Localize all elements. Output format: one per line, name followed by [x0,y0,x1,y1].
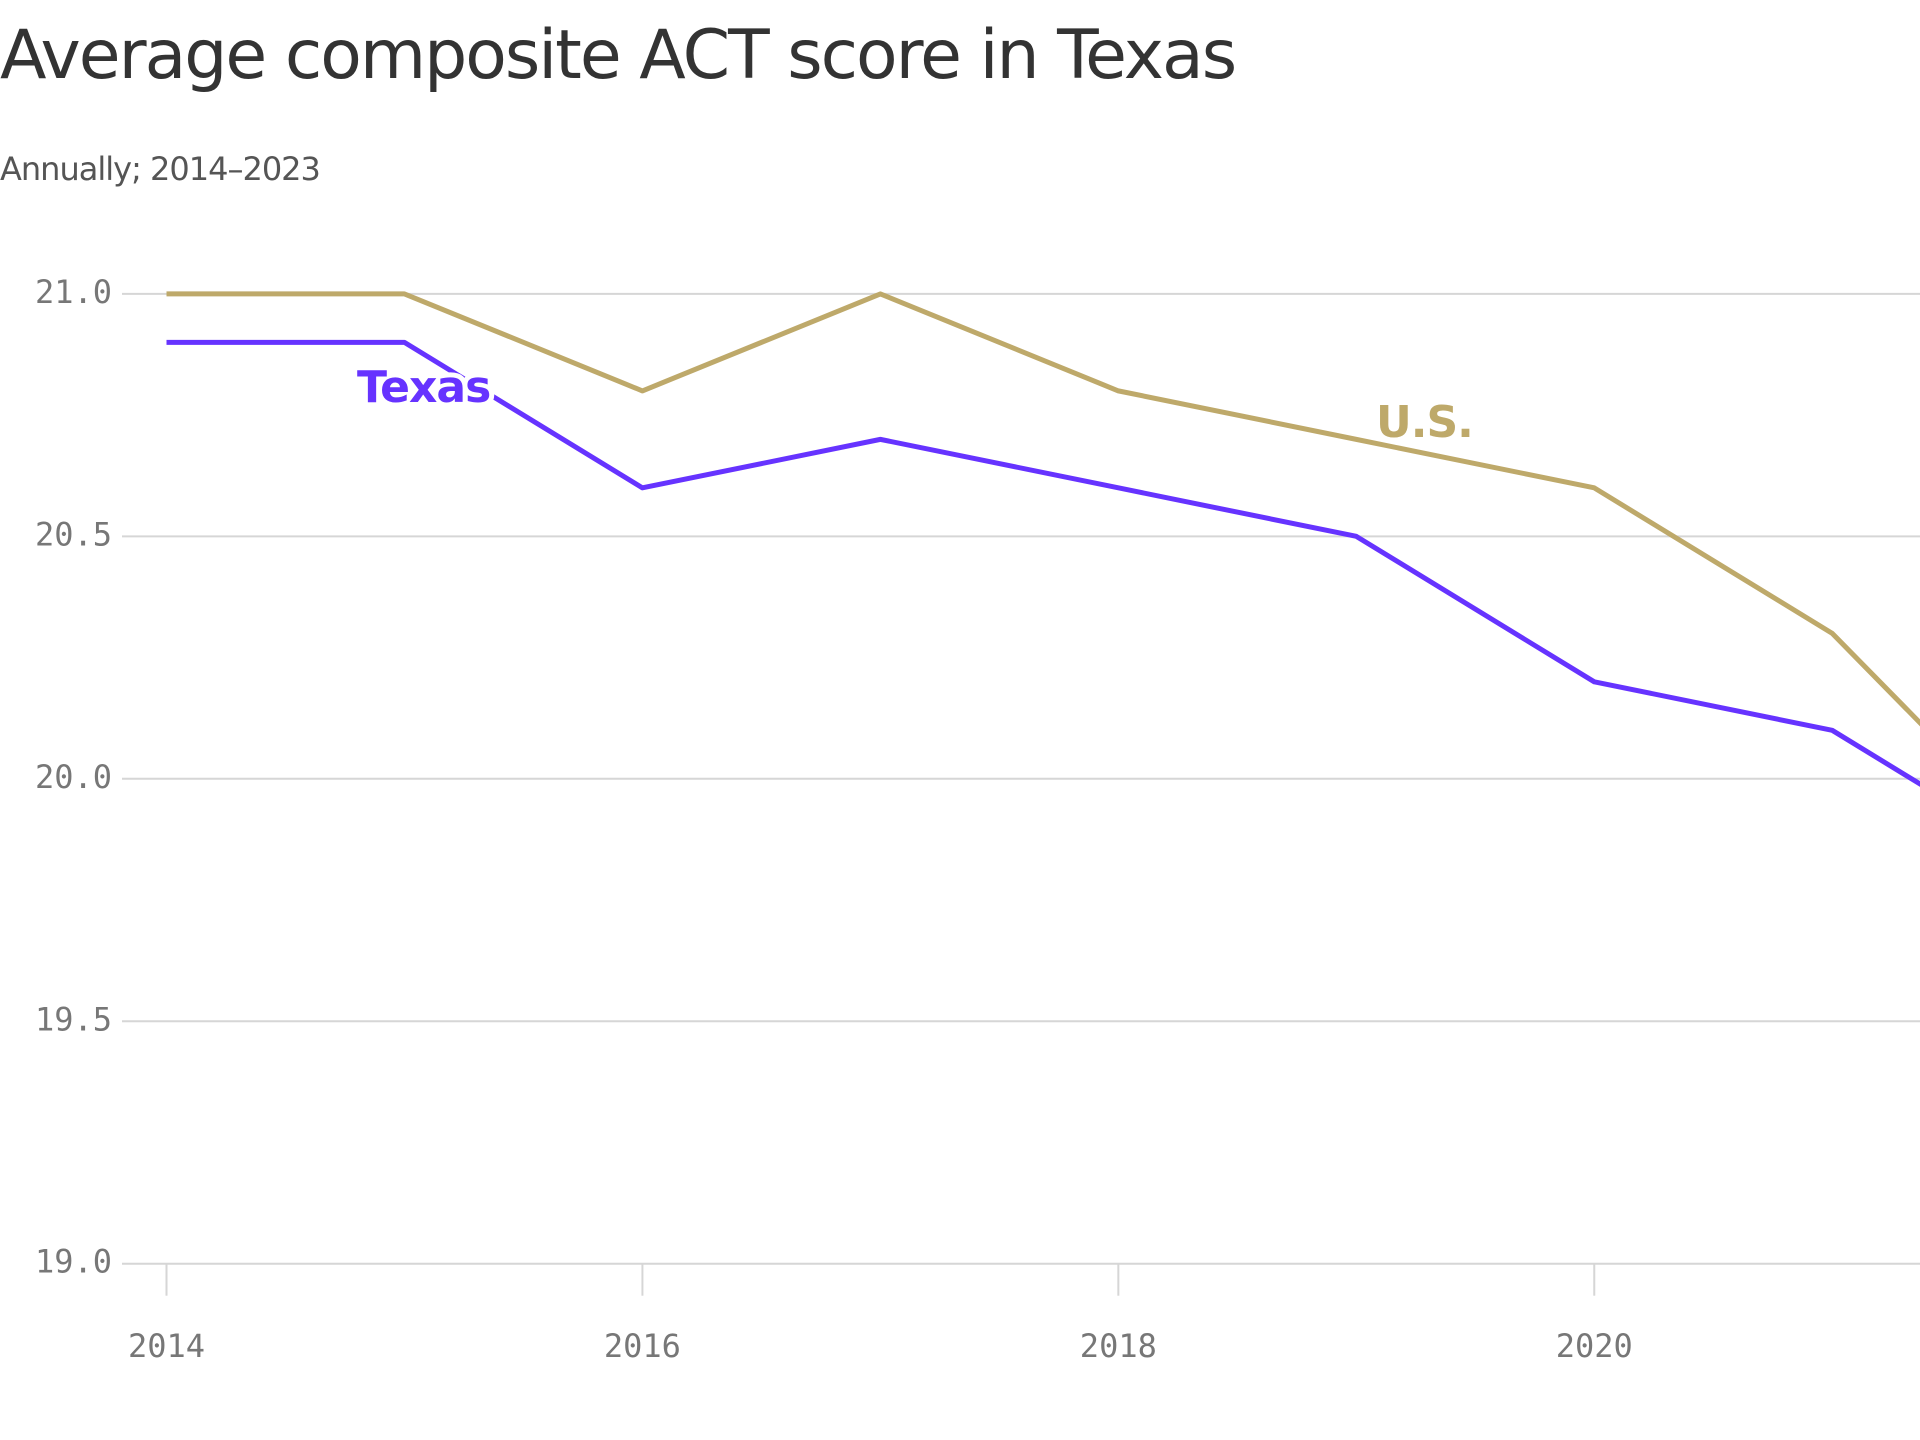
x-tick-label: 2016 [604,1327,681,1365]
x-tick-label: 2014 [128,1327,205,1365]
series-label: Texas [357,362,490,413]
series-line [166,339,1920,787]
y-tick-label: 19.5 [35,1000,112,1038]
x-tick-label: 2020 [1556,1327,1633,1365]
y-tick-label: 20.5 [35,515,112,553]
y-tick-label: 20.0 [35,758,112,796]
y-tick-label: 21.0 [35,273,112,311]
chart-subtitle: Annually; 2014–2023 [0,150,320,188]
chart-title: Average composite ACT score in Texas [0,16,1235,95]
series-label: U.S. [1376,397,1473,448]
series-line [166,291,1920,727]
x-tick-label: 2018 [1080,1327,1157,1365]
y-tick-label: 19.0 [35,1243,112,1281]
